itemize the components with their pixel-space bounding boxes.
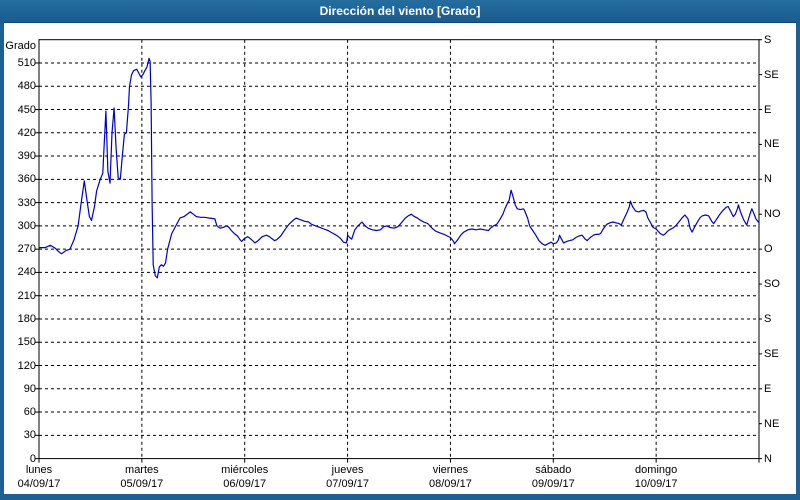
chart-canvas (4, 22, 796, 494)
wind-direction-series (38, 57, 760, 279)
window-title-bar: Dirección del viento [Grado] (0, 0, 800, 22)
window-title: Dirección del viento [Grado] (319, 4, 481, 18)
